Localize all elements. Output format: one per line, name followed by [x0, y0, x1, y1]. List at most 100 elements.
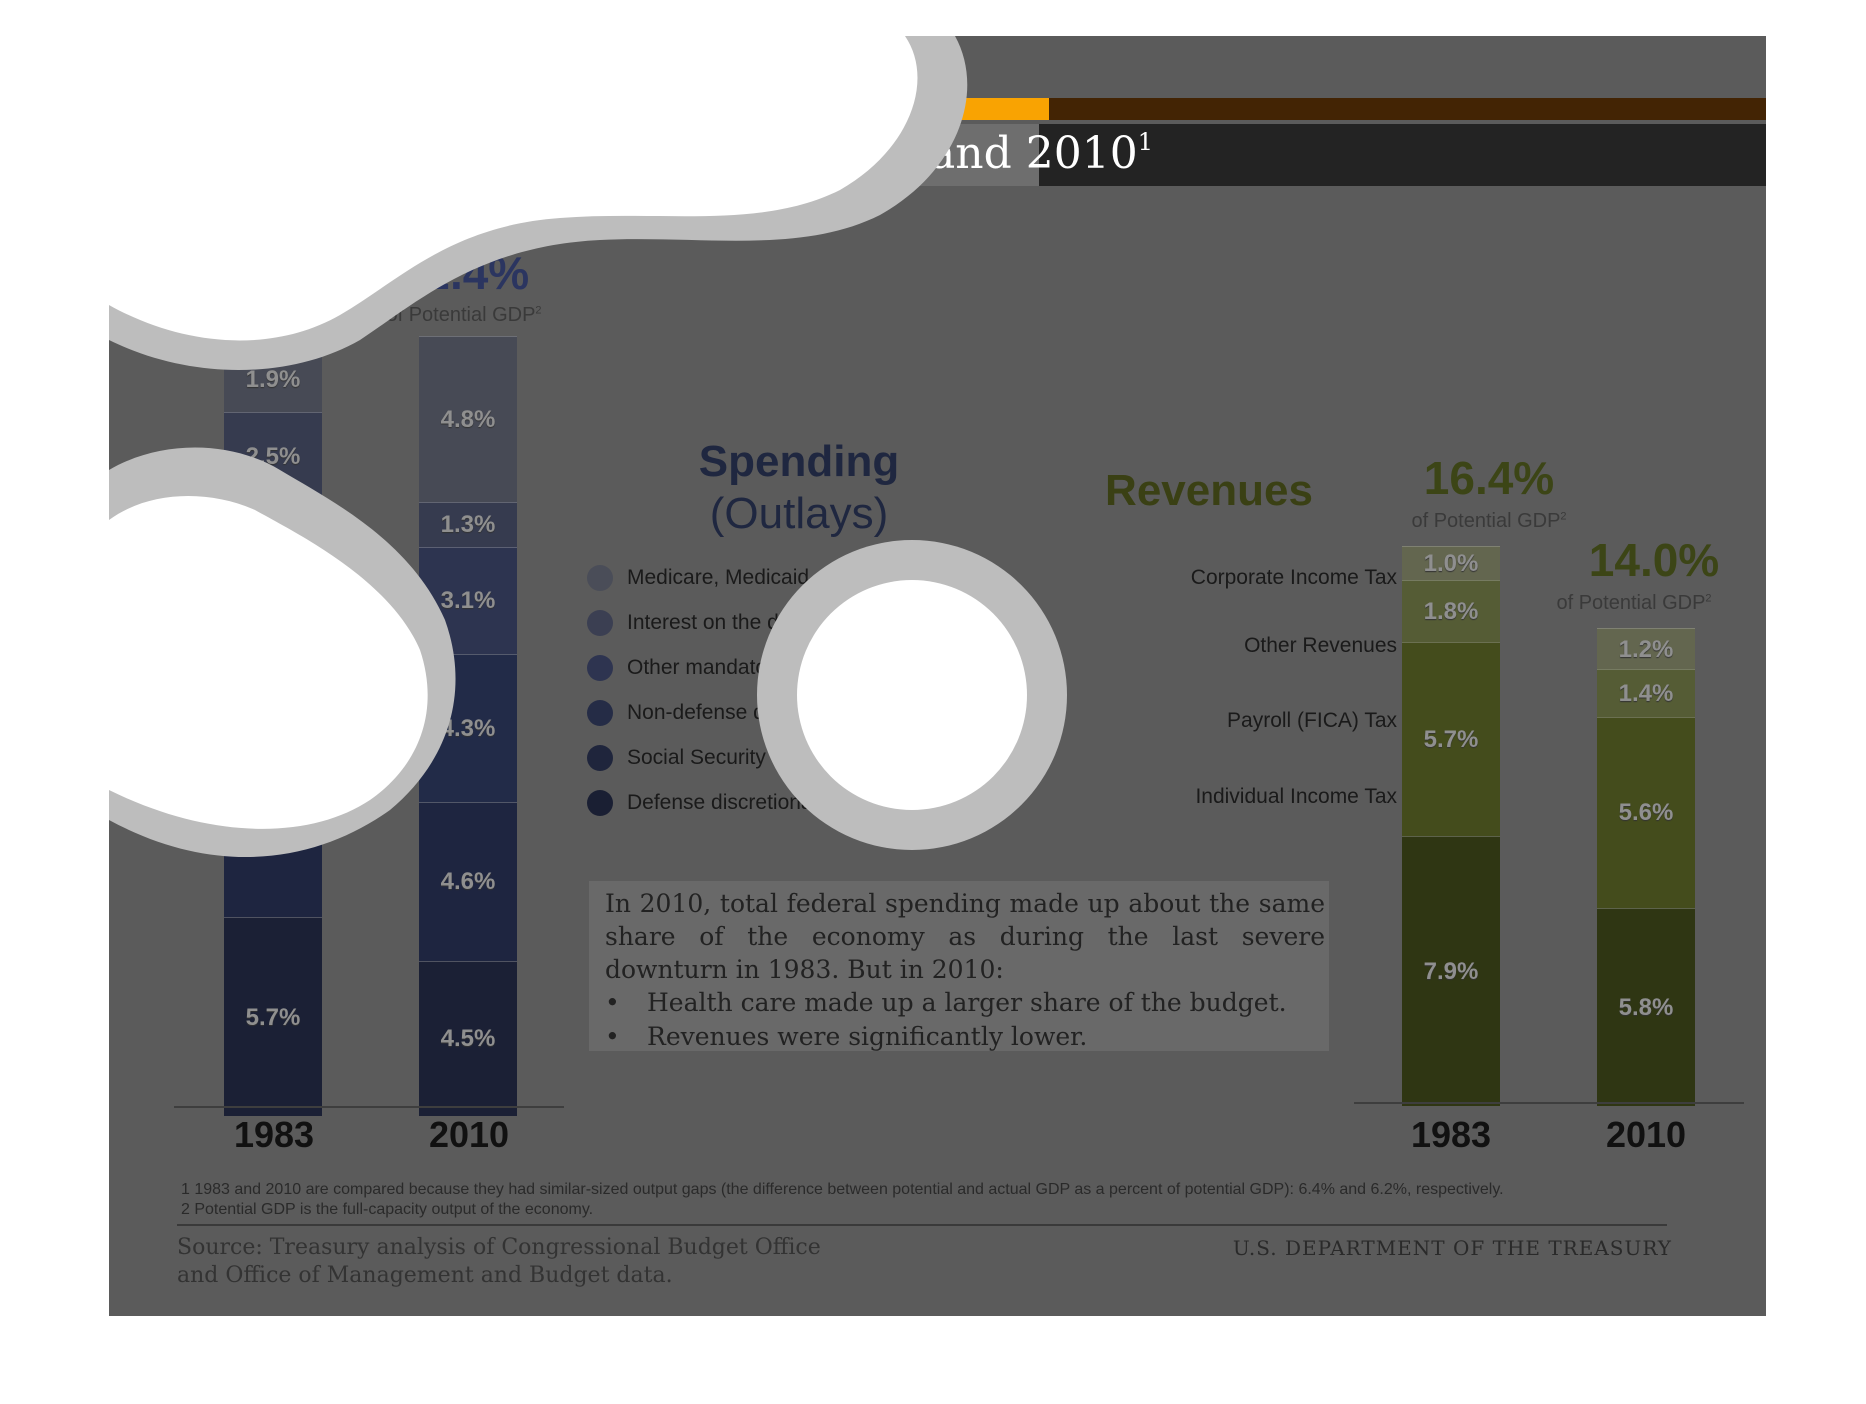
spending-bar-1983: 5.7% 4.6% 3.9% 3.5% 2.5% 1.9%	[224, 346, 322, 1116]
revenues-total-2010: 14.0%	[1588, 534, 1720, 586]
spending-legend-swatch	[587, 790, 613, 816]
spending-legend-label: Interest on the debt	[627, 611, 808, 634]
title-text: The Size of Government, 1983 and 2010	[237, 128, 1138, 179]
spending-legend-item: Other mandatory	[587, 653, 1007, 683]
spending-1983-segment-label: 3.9%	[245, 676, 301, 704]
spending-legend-item: Interest on the debt	[587, 608, 1007, 638]
revenues-bar-2010: 5.8% 5.6% 1.4% 1.2%	[1597, 628, 1695, 1106]
slide: Fiscal Policy 11 The Size of Government, …	[109, 36, 1766, 1316]
source-line-2: and Office of Management and Budget data…	[177, 1263, 673, 1288]
spending-1983-segment-label: 5.7%	[245, 1003, 301, 1031]
spending-2010-segment-label: 4.8%	[440, 405, 496, 433]
revenues-1983-segment-corporate-income-tax: 1.0%	[1402, 546, 1500, 581]
spending-1983-segment-label: 2.5%	[245, 442, 301, 470]
revenues-1983-segment-payroll-fica-tax: 5.7%	[1402, 641, 1500, 837]
spending-legend-item: Medicare, Medicaid, & other medical	[587, 563, 1007, 593]
footnote-1: 1 1983 and 2010 are compared because the…	[181, 1181, 1504, 1198]
summary-bullets: Health care made up a larger share of th…	[605, 986, 1287, 1054]
revenues-bar-1983: 7.9% 5.7% 1.8% 1.0%	[1402, 546, 1500, 1106]
spending-heading: Spending (Outlays)	[619, 436, 979, 540]
spending-legend-item: Non-defense discretionary	[587, 698, 1007, 728]
spending-legend-item: Social Security	[587, 743, 1007, 773]
spending-2010-segment-label: 4.3%	[440, 714, 496, 742]
spending-total-2010: 22.4%	[398, 247, 530, 299]
revenues-gdp-label-1983: of Potential GDP2	[1411, 510, 1567, 532]
spending-2010-segment-interest-on-the-debt: 1.3%	[419, 501, 517, 547]
spending-legend-swatch	[587, 565, 613, 591]
revenues-2010-segment-label: 1.4%	[1618, 679, 1674, 707]
revenues-2010-segment-individual-income-tax: 5.8%	[1597, 907, 1695, 1106]
revenues-baseline	[1354, 1102, 1744, 1104]
category-label: Fiscal Policy	[181, 99, 284, 118]
revenues-2010-segment-label: 5.6%	[1618, 799, 1674, 827]
summary-paragraph: In 2010, total federal spending made up …	[605, 889, 1325, 984]
revenues-1983-segment-label: 5.7%	[1423, 725, 1479, 753]
revenues-legend-item: Payroll (FICA) Tax	[1029, 706, 1449, 736]
revenues-legend-label: Individual Income Tax	[1195, 785, 1397, 808]
revenues-legend-item: Corporate Income Tax	[1029, 563, 1449, 593]
revenues-total-1983: 16.4%	[1423, 452, 1555, 504]
revenues-2010-segment-payroll-fica-tax: 5.6%	[1597, 716, 1695, 908]
spending-2010-segment-label: 1.3%	[440, 511, 496, 539]
slide-number: 11	[181, 129, 228, 178]
footer-divider	[177, 1224, 1667, 1226]
spending-legend-label: Defense discretionary	[627, 791, 831, 814]
spending-1983-segment-label: 3.5%	[245, 547, 301, 575]
spending-legend-label: Non-defense discretionary	[627, 701, 873, 724]
spending-2010-segment-defense-discretionary: 4.5%	[419, 960, 517, 1116]
revenues-1983-segment-label: 7.9%	[1423, 958, 1479, 986]
revenues-legend-item: Other Revenues	[1029, 631, 1449, 661]
summary-note: In 2010, total federal spending made up …	[589, 881, 1329, 1051]
spending-legend-swatch	[587, 745, 613, 771]
summary-bullet: Health care made up a larger share of th…	[605, 986, 1287, 1020]
page-title: 11 The Size of Government, 1983 and 20101	[181, 128, 1153, 179]
spending-year-1983: 1983	[233, 1114, 315, 1155]
revenues-legend: Corporate Income Tax Other Revenues Payrol…	[1029, 563, 1449, 823]
spending-heading-title: Spending	[698, 437, 900, 486]
revenues-2010-segment-label: 5.8%	[1618, 993, 1674, 1021]
revenues-1983-segment-label: 1.0%	[1423, 550, 1479, 578]
spending-1983-segment-non-defense-discretionary: 3.9%	[224, 621, 322, 758]
source-line-1: Source: Treasury analysis of Congression…	[177, 1235, 821, 1260]
spending-legend-label: Social Security	[627, 746, 766, 769]
footnote-2: 2 Potential GDP is the full-capacity out…	[181, 1201, 594, 1218]
spending-1983-segment-label: 4.6%	[245, 824, 301, 852]
spending-legend-swatch	[587, 700, 613, 726]
revenues-legend-label: Payroll (FICA) Tax	[1227, 709, 1397, 732]
spending-2010-segment-other-mandatory: 3.1%	[419, 546, 517, 654]
spending-1983-segment-other-mandatory: 3.5%	[224, 499, 322, 622]
spending-1983-segment-defense-discretionary: 5.7%	[224, 917, 322, 1116]
title-footnote-marker: 1	[1137, 128, 1154, 156]
spending-2010-segment-medicare-medicaid-other-medical: 4.8%	[419, 336, 517, 502]
spending-2010-segment-non-defense-discretionary: 4.3%	[419, 653, 517, 802]
spending-legend-item: Defense discretionary	[587, 788, 1007, 818]
revenues-2010-segment-other-revenues: 1.4%	[1597, 668, 1695, 717]
revenues-year-1983: 1983	[1410, 1114, 1492, 1155]
agency-name: U.S. DEPARTMENT OF THE TREASURY	[1232, 1236, 1672, 1260]
spending-2010-segment-label: 4.6%	[440, 868, 496, 896]
revenues-legend-item: Individual Income Tax	[1029, 782, 1449, 812]
spending-1983-segment-medicare-medicaid-other-medical: 1.9%	[224, 346, 322, 413]
revenues-1983-segment-label: 1.8%	[1423, 597, 1479, 625]
spending-heading-subtitle: (Outlays)	[709, 489, 889, 538]
revenues-2010-segment-label: 1.2%	[1618, 635, 1674, 663]
revenues-year-2010: 2010	[1605, 1114, 1687, 1155]
revenues-legend-label: Corporate Income Tax	[1190, 566, 1397, 589]
revenues-legend-label: Other Revenues	[1244, 634, 1397, 657]
revenues-1983-segment-other-revenues: 1.8%	[1402, 580, 1500, 642]
spending-baseline	[174, 1106, 564, 1108]
revenues-heading: Revenues	[1105, 466, 1313, 515]
spending-total-1983: 22.1%	[203, 257, 335, 309]
spending-legend: Medicare, Medicaid, & other medical Inter…	[587, 563, 1007, 823]
spending-legend-swatch	[587, 610, 613, 636]
spending-1983-segment-label: 1.9%	[245, 366, 301, 394]
revenues-2010-segment-corporate-income-tax: 1.2%	[1597, 628, 1695, 669]
spending-gdp-label-1983: of Potential GDP2	[191, 314, 347, 336]
spending-legend-label: Other mandatory	[627, 656, 785, 679]
spending-legend-swatch	[587, 655, 613, 681]
spending-2010-segment-label: 4.5%	[440, 1025, 496, 1053]
source-note: Source: Treasury analysis of Congression…	[177, 1234, 821, 1290]
spending-bar-2010: 4.5% 4.6% 4.3% 3.1% 1.3% 4.8%	[419, 336, 517, 1116]
revenues-1983-segment-individual-income-tax: 7.9%	[1402, 836, 1500, 1106]
spending-legend-label: Medicare, Medicaid, & other medical	[627, 566, 967, 589]
